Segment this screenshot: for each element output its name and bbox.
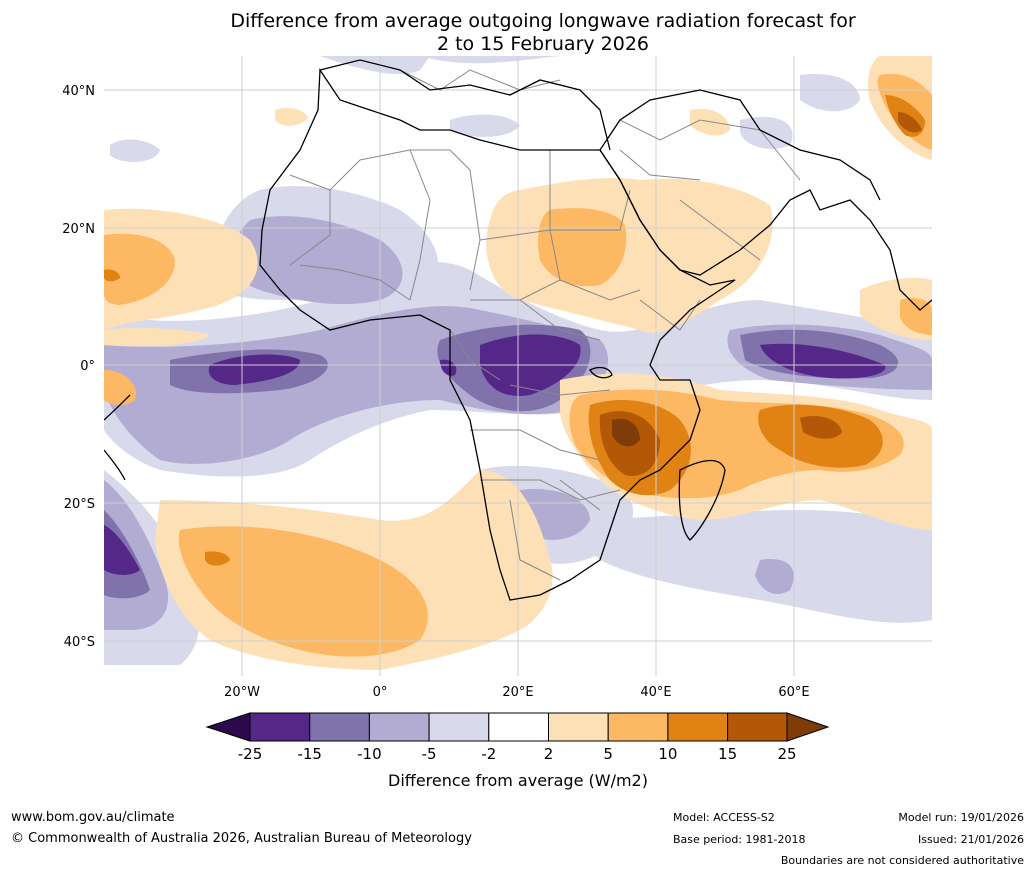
lat-label-20s: 20°S <box>64 497 95 512</box>
footer-website: www.bom.gov.au/climate <box>11 810 175 825</box>
colorbar-tick: 15 <box>718 745 737 763</box>
anomaly-band-deep-purple <box>104 334 886 575</box>
lat-label-40s: 40°S <box>64 635 95 650</box>
lat-label-20n: 20°N <box>62 222 95 237</box>
footer-base-period: Base period: 1981-2018 <box>673 833 806 846</box>
colorbar-tick: -5 <box>422 745 437 763</box>
colorbar-cell-7 <box>607 712 669 742</box>
colorbar-tick: -15 <box>297 745 322 763</box>
country-borders <box>289 69 801 581</box>
title-line-1: Difference from average outgoing longwav… <box>230 10 856 32</box>
map-title: Difference from average outgoing longwav… <box>0 10 1035 56</box>
lon-label-20e: 20°E <box>502 685 533 700</box>
footer-disclaimer: Boundaries are not considered authoritat… <box>780 854 1024 867</box>
colorbar-cell-1 <box>249 712 311 742</box>
lon-label-40e: 40°E <box>640 685 671 700</box>
footer-issued: Issued: 21/01/2026 <box>917 833 1024 846</box>
title-line-2: 2 to 15 February 2026 <box>436 33 650 55</box>
colorbar-tick: -25 <box>238 745 263 763</box>
colorbar <box>205 712 830 742</box>
footer-copyright: © Commonwealth of Australia 2026, Austra… <box>11 831 472 846</box>
colorbar-cell-4 <box>428 712 490 742</box>
colorbar-cell-6 <box>548 712 609 742</box>
lat-label-0: 0° <box>80 359 95 374</box>
colorbar-tick: -2 <box>481 745 496 763</box>
colorbar-cell-8 <box>667 712 729 742</box>
colorbar-cell-3 <box>368 712 430 742</box>
anomaly-field <box>104 56 932 676</box>
colorbar-ticks: -25 -15 -10 -5 -2 2 5 10 15 25 <box>238 745 797 763</box>
lon-label-0: 0° <box>373 685 388 700</box>
colorbar-label: Difference from average (W/m2) <box>388 771 648 790</box>
colorbar-tick: 2 <box>544 745 554 763</box>
colorbar-extend-high <box>786 712 830 742</box>
graticule <box>104 56 932 676</box>
colorbar-tick: 10 <box>658 745 677 763</box>
colorbar-tick: -10 <box>357 745 382 763</box>
lon-label-20w: 20°W <box>224 685 260 700</box>
colorbar-cell-9 <box>727 712 788 742</box>
colorbar-extend-low <box>205 712 251 742</box>
colorbar-tick: 25 <box>777 745 796 763</box>
colorbar-cell-5 <box>488 712 549 742</box>
lon-label-60e: 60°E <box>778 685 809 700</box>
colorbar-cell-2 <box>309 712 370 742</box>
footer-model-run: Model run: 19/01/2026 <box>898 811 1024 824</box>
footer-model: Model: ACCESS-S2 <box>673 811 775 824</box>
colorbar-tick: 5 <box>603 745 613 763</box>
axis-labels: 40°N 20°N 0° 20°S 40°S 20°W 0° 20°E 40°E… <box>62 84 809 700</box>
anomaly-band-extreme <box>612 418 640 447</box>
coastlines <box>104 59 932 601</box>
lat-label-40n: 40°N <box>62 84 95 99</box>
